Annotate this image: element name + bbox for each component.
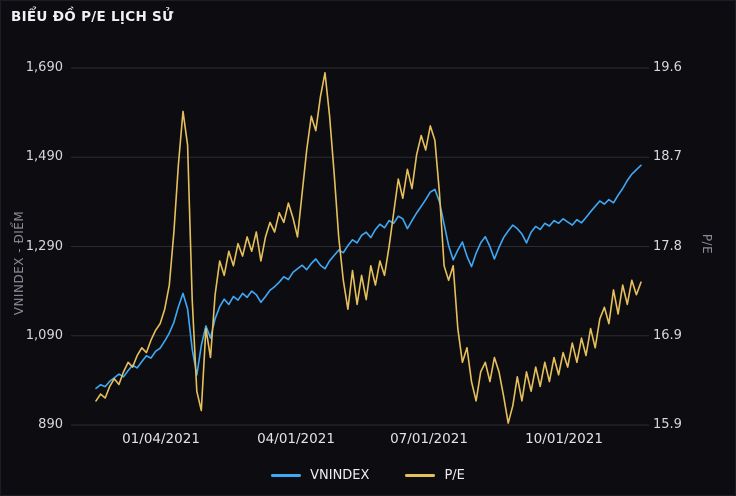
- right-axis-tick-label: 17.8: [653, 238, 682, 254]
- legend-label-vnindex: VNINDEX: [310, 468, 370, 483]
- series-line-vnindex: [95, 164, 642, 390]
- vnindex-line-swatch: [271, 474, 302, 477]
- left-axis-tick-label: 1,690: [25, 60, 63, 75]
- legend-item-pe[interactable]: P/E: [405, 468, 465, 483]
- chart-title: BIỂU ĐỒ P/E LỊCH SỬ: [11, 9, 174, 25]
- right-axis-tick-label: 18.7: [653, 149, 682, 165]
- pe-line-swatch: [405, 474, 436, 477]
- left-axis-tick-label: 890: [38, 417, 63, 432]
- right-axis-tick-label: 15.9: [653, 417, 682, 432]
- right-axis-tick-label: 16.9: [653, 327, 682, 343]
- left-axis-tick-label: 1,090: [25, 327, 63, 343]
- left-axis-tick-label: 1,290: [25, 238, 63, 254]
- legend-item-vnindex[interactable]: VNINDEX: [271, 468, 369, 483]
- right-axis-tick-label: 19.6: [653, 60, 682, 75]
- legend: VNINDEX P/E: [1, 468, 735, 483]
- legend-label-pe: P/E: [444, 468, 465, 483]
- series-line-pe: [95, 72, 642, 424]
- left-axis-tick-label: 1,490: [25, 149, 63, 165]
